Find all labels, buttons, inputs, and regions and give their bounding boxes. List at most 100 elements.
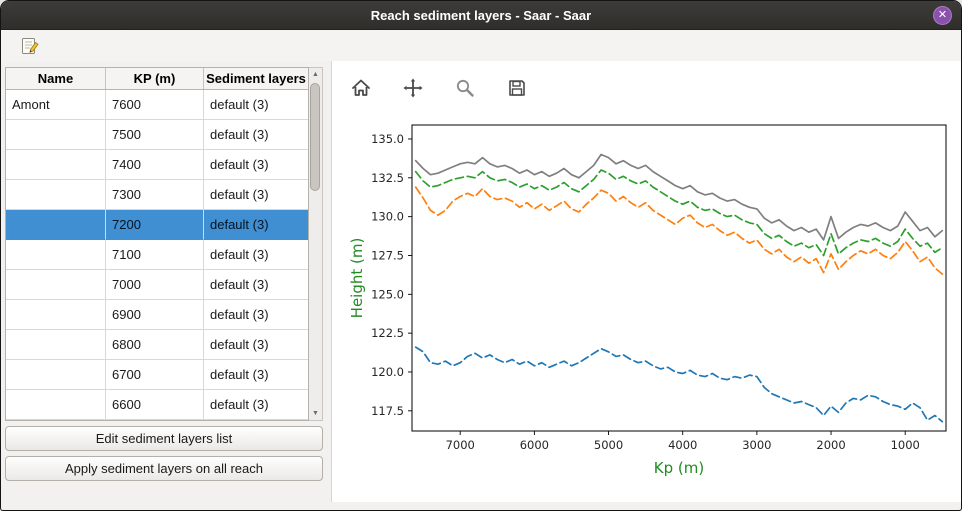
cell-kp[interactable]: 7200 <box>106 210 204 240</box>
series-layer-green <box>414 169 944 257</box>
cell-layers[interactable]: default (3) <box>204 90 308 120</box>
cell-kp[interactable]: 7400 <box>106 150 204 180</box>
right-panel: 7000 6000 5000 4000 3000 2000 1000 117.5 120.0 12… <box>331 61 961 502</box>
scroll-up-icon[interactable]: ▲ <box>312 71 319 78</box>
zoom-button[interactable] <box>450 73 480 103</box>
cell-name[interactable]: Amont <box>6 90 106 120</box>
cell-kp[interactable]: 7500 <box>106 120 204 150</box>
x-tick-label: 3000 <box>742 438 771 452</box>
apply-sediment-button[interactable]: Apply sediment layers on all reach <box>5 456 323 481</box>
chart-area: 7000 6000 5000 4000 3000 2000 1000 117.5 120.0 12… <box>346 111 961 490</box>
y-tick-label: 120.0 <box>371 365 404 379</box>
save-icon <box>509 80 525 96</box>
home-icon <box>352 79 370 96</box>
cell-layers[interactable]: default (3) <box>204 390 308 420</box>
left-panel: Name KP (m) Sediment layers Amont 7600 def… <box>1 61 331 502</box>
close-icon: ✕ <box>937 9 948 21</box>
table-row[interactable]: 6900 default (3) <box>6 300 308 330</box>
cell-layers[interactable]: default (3) <box>204 210 308 240</box>
cell-name[interactable] <box>6 240 106 270</box>
cell-layers[interactable]: default (3) <box>204 180 308 210</box>
pan-icon <box>403 78 423 98</box>
cell-name[interactable] <box>6 270 106 300</box>
y-axis-label: Height (m) <box>348 238 366 319</box>
cell-kp[interactable]: 7100 <box>106 240 204 270</box>
table-body: Amont 7600 default (3) 7500 default (3) 7400 d… <box>6 90 308 420</box>
header-kp[interactable]: KP (m) <box>106 68 204 89</box>
y-tick-label: 127.5 <box>371 248 404 262</box>
cell-name[interactable] <box>6 180 106 210</box>
y-tick-label: 130.0 <box>371 210 404 224</box>
table-row[interactable]: 7300 default (3) <box>6 180 308 210</box>
table-row[interactable]: 7500 default (3) <box>6 120 308 150</box>
x-tick-label: 5000 <box>594 438 623 452</box>
y-tick-label: 117.5 <box>371 404 404 418</box>
cell-layers[interactable]: default (3) <box>204 150 308 180</box>
main-content: Name KP (m) Sediment layers Amont 7600 def… <box>1 61 961 502</box>
table-header: Name KP (m) Sediment layers <box>6 68 308 90</box>
x-tick-label: 6000 <box>520 438 549 452</box>
cell-name[interactable] <box>6 120 106 150</box>
y-tick-label: 122.5 <box>371 326 404 340</box>
x-axis-label: Kp (m) <box>654 459 704 477</box>
table-row[interactable]: 7100 default (3) <box>6 240 308 270</box>
sediment-table: Name KP (m) Sediment layers Amont 7600 def… <box>5 67 309 421</box>
scroll-down-icon[interactable]: ▼ <box>312 410 319 417</box>
save-button[interactable] <box>502 73 532 103</box>
cell-kp[interactable]: 7000 <box>106 270 204 300</box>
scroll-thumb[interactable] <box>310 83 320 191</box>
edit-layers-icon <box>22 37 39 54</box>
y-tick-label: 132.5 <box>371 171 404 185</box>
cell-name[interactable] <box>6 150 106 180</box>
cell-kp[interactable]: 6600 <box>106 390 204 420</box>
table-row[interactable]: 7400 default (3) <box>6 150 308 180</box>
series-layer-top-gray <box>414 153 944 241</box>
cell-layers[interactable]: default (3) <box>204 300 308 330</box>
cell-layers[interactable]: default (3) <box>204 330 308 360</box>
x-tick-label: 1000 <box>891 438 920 452</box>
cell-name[interactable] <box>6 330 106 360</box>
series-layer-orange <box>414 186 944 275</box>
cell-layers[interactable]: default (3) <box>204 120 308 150</box>
mpl-toolbar <box>346 71 961 105</box>
cell-layers[interactable]: default (3) <box>204 360 308 390</box>
header-name[interactable]: Name <box>6 68 106 89</box>
table-row[interactable]: 6800 default (3) <box>6 330 308 360</box>
table-row[interactable]: 6700 default (3) <box>6 360 308 390</box>
close-button[interactable]: ✕ <box>933 6 952 25</box>
edit-layers-button[interactable] <box>17 33 43 59</box>
chart-canvas[interactable]: 7000 6000 5000 4000 3000 2000 1000 117.5 120.0 12… <box>346 111 958 485</box>
x-tick-label: 2000 <box>816 438 845 452</box>
cell-kp[interactable]: 6700 <box>106 360 204 390</box>
plot-frame <box>411 124 947 432</box>
cell-layers[interactable]: default (3) <box>204 270 308 300</box>
pan-button[interactable] <box>398 73 428 103</box>
home-button[interactable] <box>346 73 376 103</box>
y-tick-label: 125.0 <box>371 287 404 301</box>
cell-name[interactable] <box>6 360 106 390</box>
x-tick-label: 7000 <box>446 438 475 452</box>
scroll-track[interactable] <box>309 81 322 407</box>
zoom-icon <box>456 79 474 97</box>
app-toolbar <box>1 30 961 61</box>
cell-layers[interactable]: default (3) <box>204 240 308 270</box>
cell-name[interactable] <box>6 300 106 330</box>
header-layers[interactable]: Sediment layers <box>206 71 306 86</box>
table-row[interactable]: Amont 7600 default (3) <box>6 90 308 120</box>
series-layer-bottom-blue <box>414 346 944 423</box>
cell-kp[interactable]: 6800 <box>106 330 204 360</box>
titlebar: Reach sediment layers - Saar - Saar ✕ <box>1 1 961 30</box>
table-row[interactable]: 7200 default (3) <box>6 210 308 240</box>
cell-name[interactable] <box>6 210 106 240</box>
window-title: Reach sediment layers - Saar - Saar <box>370 7 592 23</box>
cell-kp[interactable]: 7600 <box>106 90 204 120</box>
table-row[interactable]: 6600 default (3) <box>6 390 308 420</box>
table-row[interactable]: 7000 default (3) <box>6 270 308 300</box>
cell-kp[interactable]: 7300 <box>106 180 204 210</box>
y-tick-label: 135.0 <box>371 132 404 146</box>
edit-sediment-button[interactable]: Edit sediment layers list <box>5 426 323 451</box>
scrollbar-vertical[interactable]: ▲ ▼ <box>309 67 323 421</box>
cell-name[interactable] <box>6 390 106 420</box>
cell-kp[interactable]: 6900 <box>106 300 204 330</box>
